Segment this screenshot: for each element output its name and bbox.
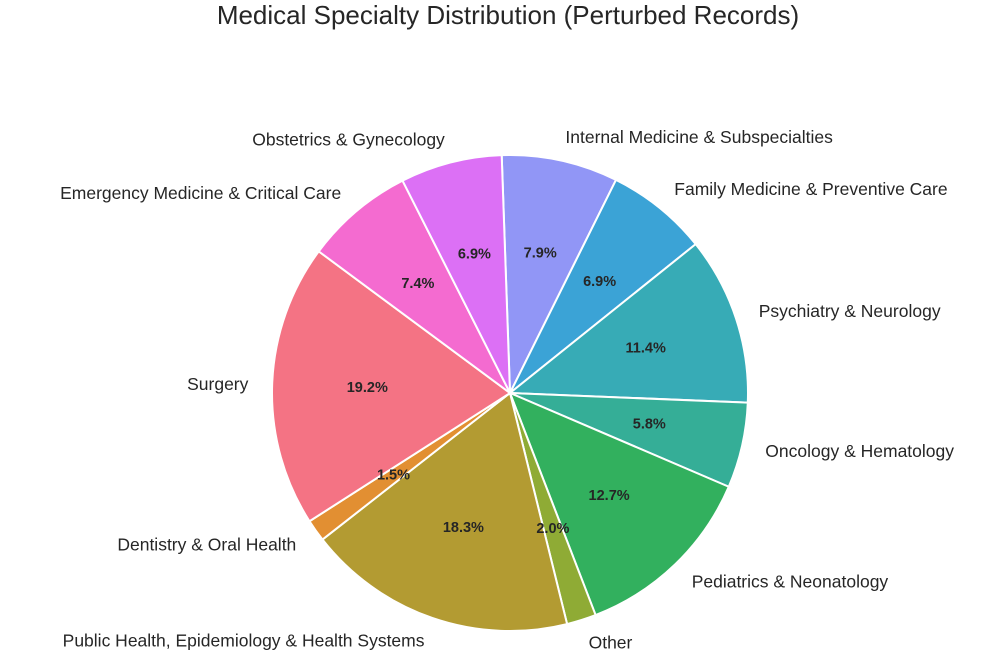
pct-label: 6.9% [458,247,491,263]
slice-label: Pediatrics & Neonatology [692,572,889,592]
slice-label: Emergency Medicine & Critical Care [60,183,341,203]
pct-label: 7.9% [524,245,557,261]
pct-label: 7.4% [401,276,434,292]
slice-label: Psychiatry & Neurology [759,301,941,321]
pie-slices [271,154,749,632]
pie-slice-internal-medicine-subspecialties [500,154,617,394]
slice-label: Internal Medicine & Subspecialties [565,127,833,147]
slice-label: Other [589,633,633,653]
pie-slice-pediatrics-neonatology [509,392,730,617]
pct-label: 1.5% [377,468,410,484]
percentage-labels: 7.9% 6.9% 11.4% 5.8% 12.7% 2.0% 18.3% 1.5% 19.2%… [347,245,666,537]
pie-slice-psychiatry-neurology [509,243,749,404]
slice-label: Dentistry & Oral Health [117,534,296,554]
pct-label: 11.4% [626,340,666,356]
slice-label: Public Health, Epidemiology & Health Sys… [63,630,425,650]
pie-slice-family-medicine-preventive-care [509,178,697,394]
slice-label: Obstetrics & Gynecology [252,129,445,149]
slice-labels: Internal Medicine & Subspecialties Family… [60,127,954,653]
pct-label: 19.2% [347,380,388,396]
pie-slice-emergency-medicine-critical-care [317,179,511,394]
pct-label: 18.3% [443,520,484,536]
slice-label: Surgery [187,374,249,394]
pct-label: 5.8% [633,417,666,433]
slice-label: Family Medicine & Preventive Care [674,179,947,199]
slice-label: Oncology & Hematology [765,441,954,461]
pie-slice-public-health-epidemiology-health-systems [321,392,569,632]
pie-slice-obstetrics-gynecology [401,154,511,394]
pct-label: 6.9% [583,274,616,290]
pie-slice-surgery [271,250,511,523]
chart-title: Medical Specialty Distribution (Perturbe… [217,0,799,30]
pct-label: 2.0% [536,521,569,537]
pct-label: 12.7% [589,488,630,504]
